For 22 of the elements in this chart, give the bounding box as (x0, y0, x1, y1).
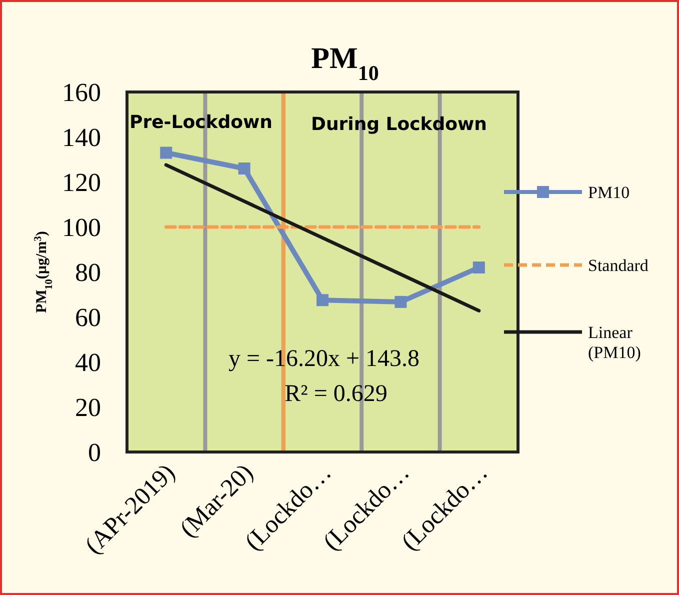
legend-label: Linear (PM10) (588, 323, 641, 362)
legend-label: Standard (588, 256, 649, 275)
y-tick-label: 0 (88, 438, 101, 467)
y-tick-label: 120 (62, 168, 101, 197)
legend-label: PM10 (588, 183, 630, 202)
point (316, 294, 328, 306)
annotation: R² = 0.629 (284, 381, 388, 407)
y-tick-label: 60 (75, 303, 101, 332)
annotation: During Lockdown (311, 114, 487, 135)
y-tick-label: 40 (75, 348, 101, 377)
y-tick-label: 160 (62, 78, 101, 107)
annotation: Pre-Lockdown (130, 112, 272, 133)
y-tick-label: 100 (62, 213, 101, 242)
point (472, 262, 485, 274)
point (394, 296, 407, 308)
point (160, 146, 172, 159)
point (238, 162, 250, 174)
y-tick-label: 80 (75, 258, 101, 287)
y-tick-label: 20 (75, 393, 101, 422)
annotation: y = -16.20x + 143.8 (228, 346, 420, 372)
y-tick-label: 140 (62, 123, 101, 152)
chart-title: PM$_{10}$ (311, 42, 379, 85)
